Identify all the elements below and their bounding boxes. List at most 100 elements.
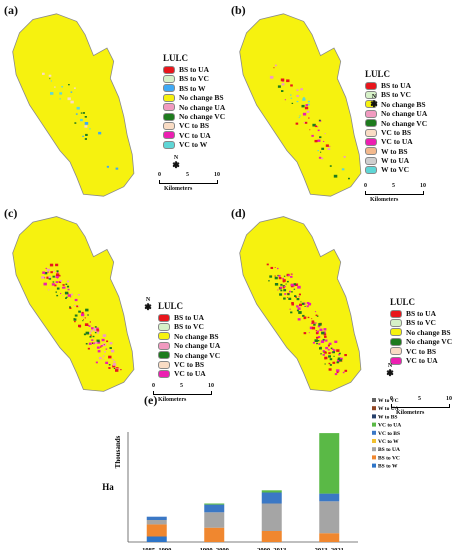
change-patch — [321, 331, 325, 335]
change-patch — [82, 320, 84, 322]
change-patch — [65, 283, 68, 285]
x-tick-label: 1985–1990 — [142, 547, 171, 550]
change-patch — [321, 157, 324, 160]
change-patch — [296, 309, 299, 312]
change-patch — [317, 139, 321, 142]
change-patch — [291, 102, 294, 104]
change-patch — [318, 119, 321, 122]
change-patch — [300, 301, 302, 303]
change-patch — [108, 355, 112, 359]
change-patch — [338, 352, 341, 355]
change-patch — [50, 80, 52, 82]
change-patch — [323, 141, 325, 142]
change-patch — [58, 281, 62, 283]
change-patch — [111, 358, 114, 360]
change-patch — [320, 340, 325, 343]
legend-swatch — [365, 91, 377, 100]
change-patch — [318, 156, 322, 159]
north-label: N — [173, 155, 179, 161]
change-patch — [48, 277, 52, 280]
change-patch — [89, 128, 91, 130]
bar-segment — [261, 503, 282, 531]
legend-swatch — [163, 131, 175, 140]
change-patch — [303, 97, 305, 99]
change-patch — [320, 353, 322, 355]
change-patch — [47, 271, 49, 273]
change-patch — [330, 347, 333, 349]
change-patch — [289, 308, 291, 310]
change-patch — [52, 281, 55, 283]
change-patch — [48, 276, 51, 279]
change-patch — [96, 339, 100, 343]
legend-swatch — [365, 166, 377, 175]
legend-swatch — [158, 323, 170, 332]
legend-item: No change BS — [158, 332, 220, 341]
change-patch — [278, 275, 281, 277]
change-patch — [85, 308, 89, 312]
change-patch — [101, 338, 105, 342]
legend-label: No change BS — [174, 331, 219, 341]
legend-swatch — [158, 313, 170, 322]
bar-segment — [204, 527, 225, 542]
change-patch — [273, 67, 275, 69]
change-patch — [113, 367, 116, 369]
change-patch — [96, 346, 100, 349]
change-patch — [331, 348, 334, 350]
change-patch — [73, 318, 77, 321]
change-patch — [318, 323, 322, 326]
legend-swatch — [365, 138, 377, 147]
change-patch — [282, 285, 285, 287]
change-patch — [290, 84, 293, 87]
change-patch — [316, 332, 318, 335]
scale-tick-label: 0 — [158, 172, 161, 178]
legend-label: No change VC — [179, 111, 226, 121]
change-patch — [94, 330, 97, 332]
bar-segment — [204, 504, 225, 513]
legend-swatch — [365, 100, 377, 109]
change-patch — [308, 332, 310, 334]
change-patch — [43, 282, 47, 286]
change-patch — [328, 344, 330, 347]
catchment-area — [12, 216, 135, 392]
change-patch — [290, 285, 294, 288]
change-patch — [64, 291, 69, 295]
change-patch — [59, 279, 62, 282]
change-patch — [62, 295, 64, 296]
change-patch — [49, 78, 51, 80]
legend-swatch — [158, 370, 170, 379]
legend-swatch — [163, 93, 175, 102]
lulc-map-b — [239, 13, 362, 197]
change-patch — [298, 293, 301, 296]
change-patch — [87, 347, 90, 350]
change-patch — [316, 315, 319, 317]
bar-segment — [319, 533, 340, 542]
legend-swatch — [390, 347, 402, 356]
chart-legend-label: VC to W — [378, 439, 399, 445]
change-patch — [70, 91, 73, 93]
scale-line — [391, 404, 450, 408]
change-patch — [280, 289, 283, 292]
change-patch — [97, 332, 99, 334]
change-patch — [312, 123, 316, 127]
change-patch — [311, 318, 313, 320]
legend-item: BS to VC — [163, 74, 225, 84]
legend-swatch — [163, 65, 175, 74]
change-patch — [289, 290, 291, 293]
legend-item: No change VC — [163, 112, 225, 121]
change-patch — [84, 323, 89, 326]
change-patch — [281, 83, 285, 86]
legend-item: No change BS — [365, 100, 427, 109]
panel-label-b: (b) — [231, 3, 246, 17]
chart-legend-swatch — [372, 455, 376, 460]
legend-swatch — [163, 75, 175, 84]
bar-segment — [261, 531, 282, 542]
legend-item: No change UA — [158, 341, 220, 350]
legend-label: BS to VC — [179, 74, 209, 84]
change-patch — [96, 341, 101, 344]
change-patch — [291, 291, 293, 293]
change-patch — [317, 340, 320, 342]
catchment-area — [239, 13, 362, 197]
change-patch — [277, 289, 279, 291]
change-patch — [328, 352, 331, 355]
change-patch — [73, 87, 76, 89]
